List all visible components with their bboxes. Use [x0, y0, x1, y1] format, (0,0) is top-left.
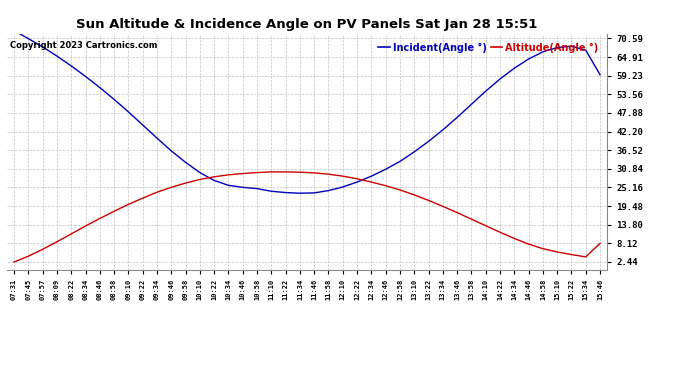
Text: Copyright 2023 Cartronics.com: Copyright 2023 Cartronics.com: [10, 41, 157, 50]
Title: Sun Altitude & Incidence Angle on PV Panels Sat Jan 28 15:51: Sun Altitude & Incidence Angle on PV Pan…: [77, 18, 538, 31]
Legend: Incident(Angle °), Altitude(Angle °): Incident(Angle °), Altitude(Angle °): [375, 39, 602, 57]
